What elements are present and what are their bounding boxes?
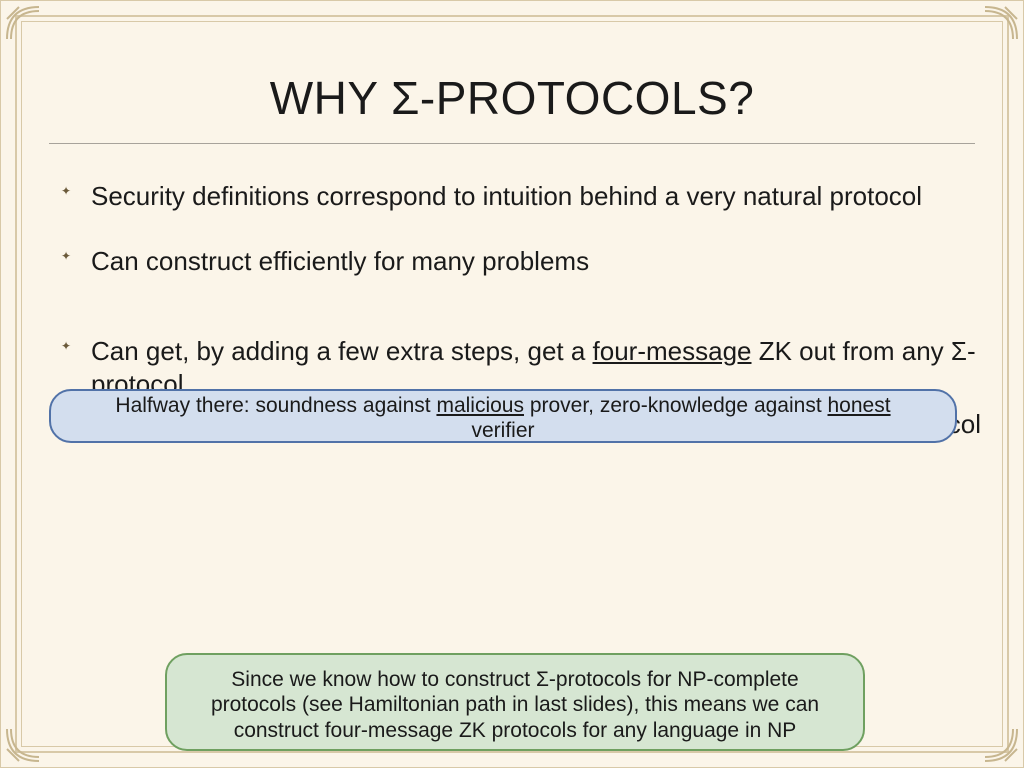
callout1-u2: honest: [828, 394, 891, 417]
callout-bubble-halfway-text: Halfway there: soundness against malicio…: [115, 393, 890, 443]
callout-bubble-halfway: Halfway there: soundness against malicio…: [49, 389, 957, 443]
corner-ornament-bottom-right: [983, 727, 1019, 763]
corner-ornament-top-right: [983, 5, 1019, 41]
slide-title: WHY Σ-PROTOCOLS?: [41, 71, 983, 125]
slide-content: WHY Σ-PROTOCOLS? Security definitions co…: [41, 41, 983, 727]
bullet-item-3-underlined: four-message: [593, 336, 752, 366]
bullet-item-1-text: Security definitions correspond to intui…: [91, 181, 922, 211]
callout1-post: verifier: [471, 419, 534, 442]
callout-bubble-np: Since we know how to construct Σ-protoco…: [165, 653, 865, 751]
bullet-item-1: Security definitions correspond to intui…: [55, 180, 983, 213]
bullet-item-2: Can construct efficiently for many probl…: [55, 245, 983, 278]
corner-ornament-bottom-left: [5, 727, 41, 763]
corner-ornament-top-left: [5, 5, 41, 41]
title-underline: [49, 143, 975, 144]
callout1-u1: malicious: [436, 394, 524, 417]
slide: WHY Σ-PROTOCOLS? Security definitions co…: [0, 0, 1024, 768]
bullet-item-3-pre: Can get, by adding a few extra steps, ge…: [91, 336, 593, 366]
callout1-mid: prover, zero-knowledge against: [524, 394, 828, 417]
callout-bubble-np-text: Since we know how to construct Σ-protoco…: [189, 667, 841, 743]
callout1-pre: Halfway there: soundness against: [115, 394, 436, 417]
bullet-item-2-text: Can construct efficiently for many probl…: [91, 246, 589, 276]
